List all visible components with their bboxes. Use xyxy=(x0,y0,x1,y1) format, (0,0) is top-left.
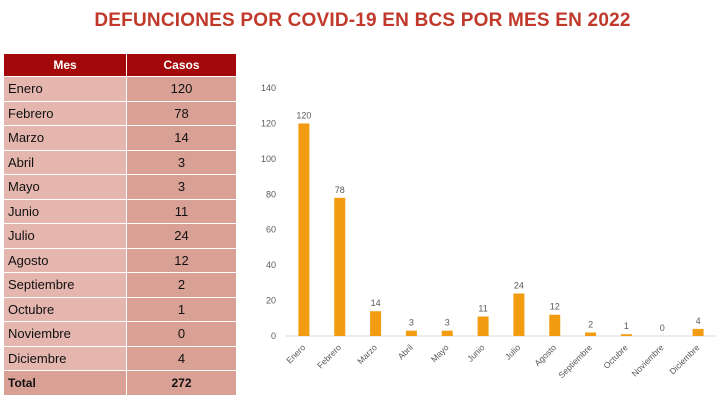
bar xyxy=(405,330,417,336)
data-label: 2 xyxy=(588,319,593,329)
row-casos: 2 xyxy=(126,272,237,298)
data-label: 24 xyxy=(514,280,524,290)
header-mes: Mes xyxy=(3,53,127,77)
bar xyxy=(513,293,525,336)
bar xyxy=(477,316,489,336)
table-total-row: Total 272 xyxy=(3,370,237,396)
table-row: Octubre 1 xyxy=(3,296,237,322)
data-label: 120 xyxy=(296,110,311,120)
bar xyxy=(441,330,453,336)
row-casos: 120 xyxy=(126,76,237,102)
total-value: 272 xyxy=(126,370,237,396)
x-tick-label: Junio xyxy=(465,342,487,364)
table-row: Julio 24 xyxy=(3,223,237,249)
x-tick-label: Diciembre xyxy=(667,342,701,376)
row-mes: Febrero xyxy=(3,100,127,126)
row-casos: 11 xyxy=(126,198,237,224)
table-body: Enero 120 Febrero 78 Marzo 14 Abril 3 Mayo 3 Junio… xyxy=(3,76,237,371)
row-mes: Enero xyxy=(3,76,127,102)
x-tick-label: Marzo xyxy=(355,342,379,366)
y-tick-label: 0 xyxy=(271,331,276,341)
row-mes: Mayo xyxy=(3,174,127,200)
table-row: Marzo 14 xyxy=(3,125,237,151)
row-casos: 3 xyxy=(126,174,237,200)
row-casos: 14 xyxy=(126,125,237,151)
y-tick-label: 80 xyxy=(266,189,276,199)
row-mes: Agosto xyxy=(3,247,127,273)
table-row: Septiembre 2 xyxy=(3,272,237,298)
data-label: 78 xyxy=(335,185,345,195)
data-label: 12 xyxy=(550,302,560,312)
row-mes: Marzo xyxy=(3,125,127,151)
chart-container: 0 20 40 60 80 100 120 140 120 Enero 78 Febrero 14 Mar… xyxy=(250,70,720,395)
x-tick-label: Agosto xyxy=(532,342,558,368)
data-label: 3 xyxy=(445,318,450,328)
row-mes: Noviembre xyxy=(3,321,127,347)
table-row: Diciembre 4 xyxy=(3,345,237,371)
row-mes: Abril xyxy=(3,149,127,175)
data-label: 1 xyxy=(624,321,629,331)
table-row: Noviembre 0 xyxy=(3,321,237,347)
cases-table: Mes Casos Enero 120 Febrero 78 Marzo 14 Abril 3… xyxy=(3,53,237,396)
row-casos: 24 xyxy=(126,223,237,249)
x-tick-label: Mayo xyxy=(429,342,451,364)
row-casos: 3 xyxy=(126,149,237,175)
table-row: Abril 3 xyxy=(3,149,237,175)
bar xyxy=(334,197,346,336)
page-title: DEFUNCIONES POR COVID-19 EN BCS POR MES … xyxy=(94,10,631,31)
y-tick-label: 20 xyxy=(266,296,276,306)
data-label: 11 xyxy=(478,304,487,314)
table-row: Mayo 3 xyxy=(3,174,237,200)
header-casos: Casos xyxy=(126,53,237,77)
y-tick-label: 120 xyxy=(261,118,276,128)
row-mes: Julio xyxy=(3,223,127,249)
x-tick-label: Septiembre xyxy=(556,342,594,380)
x-tick-label: Enero xyxy=(284,342,307,365)
bar-chart: 020406080100120140120Enero78Febrero14Mar… xyxy=(261,83,716,380)
row-casos: 1 xyxy=(126,296,237,322)
y-tick-label: 40 xyxy=(266,260,276,270)
row-mes: Octubre xyxy=(3,296,127,322)
table-header-row: Mes Casos xyxy=(3,53,237,77)
x-tick-label: Febrero xyxy=(315,342,343,370)
table-row: Febrero 78 xyxy=(3,100,237,126)
y-tick-label: 140 xyxy=(261,83,276,93)
table-row: Agosto 12 xyxy=(3,247,237,273)
row-mes: Septiembre xyxy=(3,272,127,298)
bar xyxy=(585,332,597,336)
row-mes: Junio xyxy=(3,198,127,224)
cases-table-container: Mes Casos Enero 120 Febrero 78 Marzo 14 Abril 3… xyxy=(3,53,237,396)
row-casos: 12 xyxy=(126,247,237,273)
x-tick-label: Abril xyxy=(396,342,415,361)
table-row: Enero 120 xyxy=(3,76,237,102)
x-tick-label: Noviembre xyxy=(630,342,666,378)
data-label: 4 xyxy=(696,316,701,326)
data-label: 14 xyxy=(371,298,381,308)
row-casos: 0 xyxy=(126,321,237,347)
x-tick-label: Julio xyxy=(503,342,523,362)
bar xyxy=(692,328,704,336)
table-row: Junio 11 xyxy=(3,198,237,224)
y-tick-label: 100 xyxy=(261,154,276,164)
x-tick-label: Octubre xyxy=(601,342,630,371)
data-label: 0 xyxy=(660,323,665,333)
bar xyxy=(549,314,561,336)
row-mes: Diciembre xyxy=(3,345,127,371)
data-label: 3 xyxy=(409,318,414,328)
row-casos: 78 xyxy=(126,100,237,126)
bar xyxy=(298,123,310,336)
row-casos: 4 xyxy=(126,345,237,371)
bar xyxy=(620,334,632,336)
y-tick-label: 60 xyxy=(266,225,276,235)
total-label: Total xyxy=(3,370,127,396)
bar xyxy=(370,311,382,336)
